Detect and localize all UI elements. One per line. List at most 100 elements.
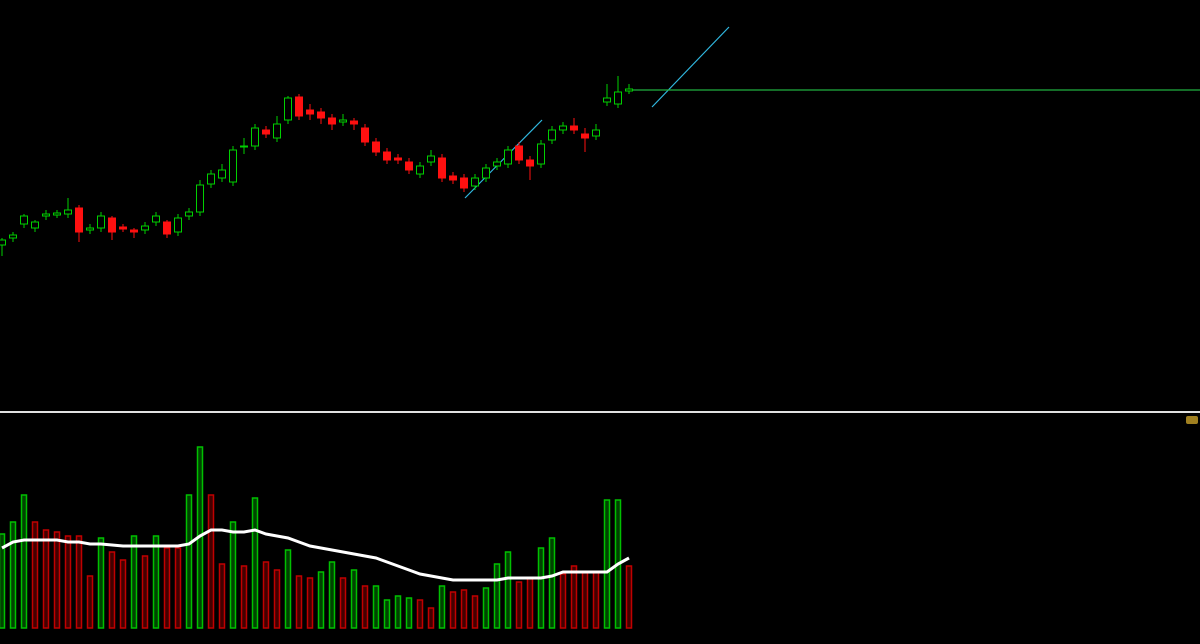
candle-body	[97, 215, 105, 229]
volume-bar	[493, 563, 501, 629]
candle-body	[108, 217, 116, 233]
volume-bar	[284, 549, 292, 629]
volume-bar	[427, 607, 435, 629]
volume-bar	[482, 587, 490, 629]
volume-bar	[361, 585, 369, 629]
candle-body	[383, 151, 391, 161]
volume-bar	[581, 571, 589, 629]
volume-bar	[592, 571, 600, 629]
candle-body	[86, 227, 94, 231]
candle-body	[196, 184, 204, 213]
volume-bar	[548, 537, 556, 629]
candle-body	[592, 129, 600, 137]
volume-bar	[185, 494, 193, 629]
volume-bar	[108, 551, 116, 629]
candle-body	[603, 97, 611, 103]
candle-body	[416, 165, 424, 175]
candle-body	[581, 133, 589, 139]
candle-body	[559, 125, 567, 131]
candle-body	[493, 161, 501, 167]
volume-bar	[152, 535, 160, 629]
candle-body	[75, 207, 83, 233]
volume-bar	[251, 497, 259, 629]
volume-bar	[328, 561, 336, 629]
candle-body	[152, 215, 160, 223]
candle-body	[614, 91, 622, 105]
candle-body	[119, 226, 127, 230]
candle-body	[471, 177, 479, 187]
volume-bar	[603, 499, 611, 629]
volume-bar	[394, 595, 402, 629]
candle-body	[350, 120, 358, 125]
candle-body	[174, 217, 182, 233]
volume-bar	[86, 575, 94, 629]
volume-bar	[262, 561, 270, 629]
candle-body	[20, 215, 28, 225]
candle-body	[64, 209, 72, 215]
volume-bar	[306, 577, 314, 629]
volume-bar	[53, 531, 61, 629]
candle-body	[9, 234, 17, 239]
volume-bar	[163, 547, 171, 629]
volume-bar	[9, 521, 17, 629]
volume-bar	[526, 577, 534, 629]
candle-body	[218, 169, 226, 179]
candle-body	[229, 149, 237, 183]
candle-body	[0, 239, 6, 246]
volume-bar	[339, 577, 347, 629]
volume-bar	[460, 589, 468, 629]
candle-body	[185, 211, 193, 217]
volume-bar	[240, 565, 248, 629]
volume-bar	[570, 565, 578, 629]
candle-body	[317, 111, 325, 119]
volume-bar	[229, 521, 237, 629]
volume-bar	[405, 597, 413, 629]
candle-body	[306, 109, 314, 115]
candle-body	[53, 212, 61, 216]
candle-body	[625, 88, 633, 92]
volume-bar	[42, 529, 50, 629]
volume-bar	[273, 569, 281, 629]
volume-bar	[537, 547, 545, 629]
candle-body	[240, 145, 248, 148]
candle-body	[515, 145, 523, 161]
candle-body	[273, 123, 281, 139]
candle-body	[570, 125, 578, 131]
volume-bar	[350, 569, 358, 629]
candle-body	[449, 175, 457, 181]
volume-bar	[75, 535, 83, 629]
candle-body	[130, 229, 138, 233]
candle-body	[438, 157, 446, 179]
candle-body	[163, 221, 171, 235]
volume-bar	[625, 565, 633, 629]
candle-body	[504, 149, 512, 165]
trend-line	[651, 26, 730, 108]
volume-bar	[471, 595, 479, 629]
candle-body	[339, 119, 347, 123]
volume-bar	[130, 535, 138, 629]
volume-bar	[20, 494, 28, 629]
candle-body	[405, 161, 413, 171]
volume-bar	[218, 563, 226, 629]
pane-handle[interactable]	[1186, 416, 1198, 424]
candle-body	[207, 173, 215, 185]
volume-bar	[559, 573, 567, 629]
candle-body	[361, 127, 369, 143]
candle-body	[537, 143, 545, 165]
volume-bar	[0, 533, 6, 629]
candle-body	[141, 225, 149, 231]
candle-body	[262, 129, 270, 135]
candle-body	[372, 141, 380, 153]
candle-body	[394, 157, 402, 161]
candle-body	[482, 167, 490, 179]
volume-bar	[31, 521, 39, 629]
volume-bar	[438, 585, 446, 629]
volume-bar	[416, 599, 424, 629]
volume-bar	[317, 571, 325, 629]
volume-bar	[449, 591, 457, 629]
candle-body	[31, 221, 39, 229]
candle-body	[328, 117, 336, 125]
volume-bar	[372, 585, 380, 629]
